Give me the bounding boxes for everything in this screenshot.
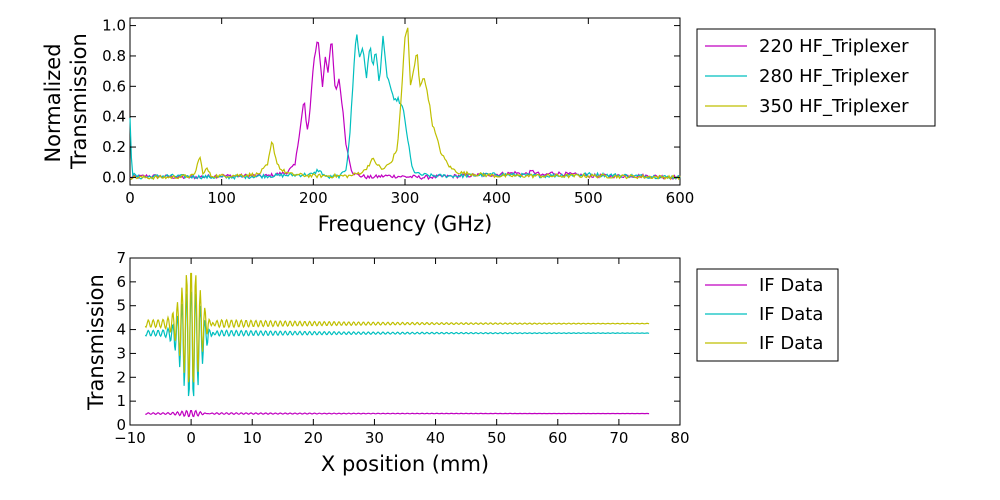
top-x-tick-label: 0 bbox=[125, 189, 135, 207]
top-ticks: 0 100 200 300 400 500 600 0.0 0.2 0.4 0.6 0.8 1.0 bbox=[102, 17, 694, 207]
bottom-y-tick-label: 2 bbox=[116, 368, 126, 386]
top-x-tick-label: 500 bbox=[574, 189, 603, 207]
top-y-tick-label: 0.8 bbox=[102, 47, 126, 65]
top-legend-label-220: 220 HF_Triplexer bbox=[759, 36, 909, 57]
bottom-plot-frame bbox=[129, 257, 681, 426]
bottom-x-tick-label: 70 bbox=[609, 429, 628, 447]
bottom-legend-label-1: IF Data bbox=[759, 275, 823, 296]
top-legend: 220 HF_Triplexer 280 HF_Triplexer 350 HF… bbox=[696, 28, 936, 127]
top-legend-label-350: 350 HF_Triplexer bbox=[759, 96, 909, 117]
bottom-y-tick-label: 3 bbox=[116, 344, 126, 362]
top-y-tick-label: 0.4 bbox=[102, 108, 126, 126]
bottom-y-tick-label: 1 bbox=[116, 392, 126, 410]
top-y-tick-label: 0.6 bbox=[102, 77, 126, 95]
top-series-lines bbox=[129, 27, 681, 181]
bottom-x-tick-label: 80 bbox=[670, 429, 689, 447]
top-x-tick-label: 600 bbox=[666, 189, 695, 207]
bottom-x-tick-label: 20 bbox=[304, 429, 323, 447]
top-x-tick-label: 100 bbox=[207, 189, 236, 207]
bottom-x-tick-label: 40 bbox=[426, 429, 445, 447]
top-y-tick-label: 0.0 bbox=[102, 168, 126, 186]
bottom-y-tick-label: 6 bbox=[116, 273, 126, 291]
top-x-tick-label: 400 bbox=[482, 189, 511, 207]
top-y-axis-label-line2: Transmission bbox=[67, 33, 91, 170]
top-y-axis-label-line1: Normalized bbox=[41, 43, 65, 162]
bottom-x-tick-label: −10 bbox=[114, 429, 146, 447]
bottom-series-line-2 bbox=[144, 291, 650, 397]
bottom-series-line-1 bbox=[145, 409, 650, 418]
top-y-tick-label: 1.0 bbox=[102, 17, 126, 35]
top-series-line-3 bbox=[129, 27, 681, 181]
bottom-y-tick-label: 0 bbox=[116, 416, 126, 434]
bottom-series-lines bbox=[144, 272, 650, 418]
bottom-x-tick-label: 30 bbox=[365, 429, 384, 447]
bottom-x-axis-label: X position (mm) bbox=[321, 452, 489, 476]
bottom-series-line-3 bbox=[144, 272, 650, 383]
top-series-line-1 bbox=[129, 41, 681, 181]
top-x-tick-label: 300 bbox=[391, 189, 420, 207]
bottom-x-tick-label: 60 bbox=[548, 429, 567, 447]
bottom-x-tick-label: 0 bbox=[186, 429, 196, 447]
top-y-tick-label: 0.2 bbox=[102, 138, 126, 156]
bottom-y-tick-label: 5 bbox=[116, 297, 126, 315]
bottom-y-tick-label: 7 bbox=[116, 249, 126, 267]
bottom-legend: IF Data IF Data IF Data bbox=[696, 268, 839, 362]
bottom-legend-label-3: IF Data bbox=[759, 333, 823, 354]
bottom-legend-frame bbox=[696, 268, 839, 362]
bottom-y-tick-label: 4 bbox=[116, 321, 126, 339]
bottom-y-axis-label: Transmission bbox=[84, 274, 108, 411]
top-series-line-2 bbox=[129, 34, 681, 180]
bottom-x-tick-label: 10 bbox=[243, 429, 262, 447]
bottom-legend-label-2: IF Data bbox=[759, 304, 823, 325]
top-x-tick-label: 200 bbox=[299, 189, 328, 207]
top-legend-label-280: 280 HF_Triplexer bbox=[759, 66, 909, 87]
top-chart: 0 100 200 300 400 500 600 0.0 0.2 0.4 0.6 0.8 1.0 Fr… bbox=[41, 17, 936, 236]
top-legend-frame bbox=[696, 28, 936, 127]
top-x-axis-label: Frequency (GHz) bbox=[318, 212, 493, 236]
bottom-x-tick-label: 50 bbox=[487, 429, 506, 447]
